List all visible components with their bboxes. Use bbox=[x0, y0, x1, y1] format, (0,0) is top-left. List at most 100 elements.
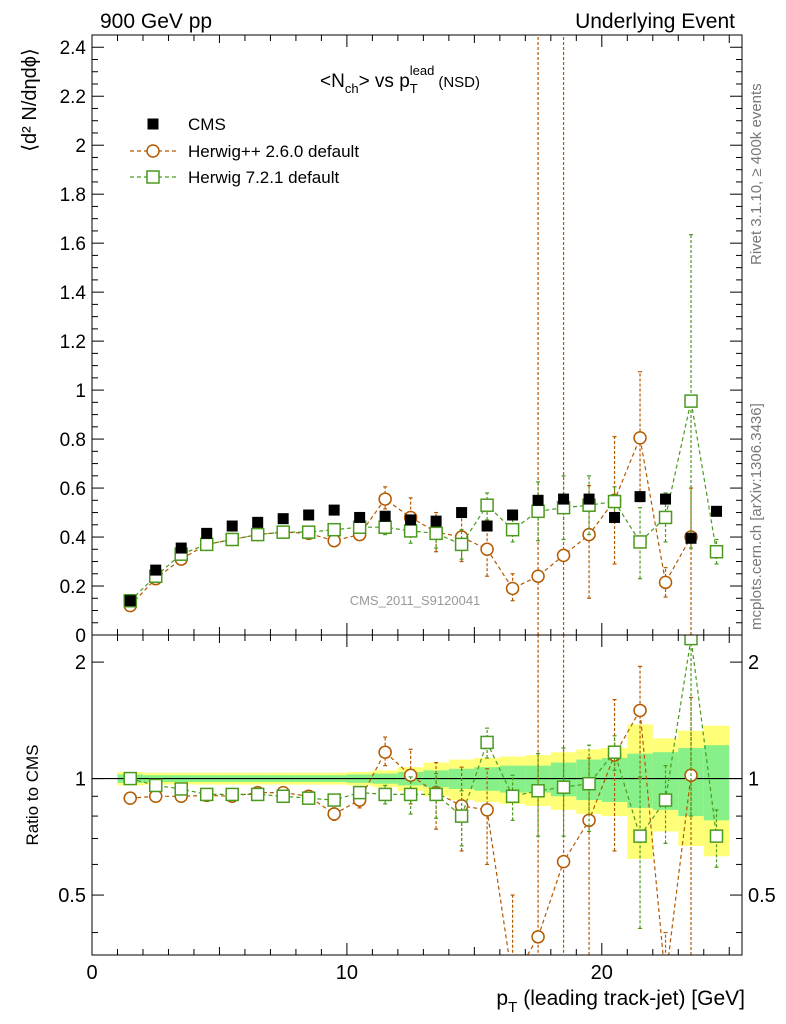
herwig7-point bbox=[429, 526, 443, 541]
ratio-herwig7-point bbox=[531, 784, 545, 798]
rivet-side-label: Rivet 3.1.10, ≥ 400k events bbox=[748, 83, 765, 265]
legend-marker-herwig7 bbox=[146, 170, 160, 184]
herwig7-point bbox=[378, 520, 392, 534]
analysis-watermark: CMS_2011_S9120041 bbox=[350, 593, 481, 608]
main-y-tick-label: 0.6 bbox=[60, 479, 86, 500]
cms-point bbox=[558, 493, 570, 505]
ratio-herwig7-point bbox=[327, 793, 341, 807]
legend-marker-cms bbox=[147, 118, 159, 130]
legend-label-herwig7: Herwig 7.2.1 default bbox=[188, 168, 339, 187]
herwigpp-point bbox=[658, 575, 673, 590]
herwig7-point bbox=[454, 537, 469, 552]
herwig7-point bbox=[276, 525, 290, 539]
legend: CMS Herwig++ 2.6.0 default Herwig 7.2.1 de… bbox=[130, 115, 359, 187]
ratio-herwig7-point bbox=[607, 745, 622, 759]
ratio-herwig7-point bbox=[250, 787, 265, 802]
ratio-herwigpp-point bbox=[660, 975, 672, 987]
title-sub-t: T bbox=[410, 81, 418, 96]
cms-point bbox=[277, 513, 289, 525]
legend-marker-herwigpp bbox=[146, 144, 160, 158]
cms-point bbox=[685, 532, 697, 544]
ratio-frame bbox=[91, 634, 743, 956]
cms-point bbox=[456, 507, 468, 519]
cms-point bbox=[201, 527, 213, 539]
chart-title: <Nch> vs pTlead(NSD) bbox=[320, 63, 480, 96]
cms-point bbox=[583, 493, 595, 505]
ratio-herwigpp-point bbox=[633, 703, 647, 718]
ratio-herwig7-point bbox=[352, 785, 367, 800]
ratio-herwig7-point bbox=[480, 735, 494, 750]
ratio-herwig7-point bbox=[174, 782, 188, 796]
x-axis-label: pT (leading track-jet) [GeV] bbox=[496, 987, 745, 1016]
cms-point bbox=[252, 516, 264, 528]
ratio-y-tick-label: 2 bbox=[75, 652, 86, 674]
main-y-tick-label: 2 bbox=[75, 136, 86, 157]
mcplots-side-label: mcplots.cern.ch [arXiv:1306.3436] bbox=[748, 403, 765, 630]
cms-point bbox=[634, 491, 646, 503]
cms-point bbox=[481, 520, 493, 532]
main-y-tick-label: 0.2 bbox=[60, 577, 86, 598]
ratio-herwigpp-point bbox=[507, 975, 519, 987]
cms-point bbox=[660, 493, 672, 505]
ratio-herwigpp-point bbox=[556, 854, 571, 869]
ratio-herwig7-point bbox=[505, 789, 520, 804]
ratio-herwigpp-point bbox=[480, 803, 494, 817]
ratio-herwig7-point bbox=[301, 791, 316, 805]
cms-point bbox=[532, 494, 544, 506]
herwig7-point bbox=[301, 525, 316, 539]
ratio-herwig7-point bbox=[276, 789, 290, 804]
cms-point bbox=[430, 515, 442, 527]
ratio-y-axis-label: Ratio to CMS bbox=[23, 744, 42, 845]
header-right-label: Underlying Event bbox=[575, 10, 735, 33]
herwigpp-point bbox=[531, 569, 545, 583]
ratio-herwig7-point bbox=[684, 635, 698, 646]
main-y-tick-label: 0.4 bbox=[60, 528, 87, 549]
cms-point bbox=[124, 595, 136, 607]
herwig7-point bbox=[480, 498, 494, 512]
herwig7-point bbox=[658, 510, 673, 525]
cms-point bbox=[405, 514, 417, 526]
cms-point bbox=[328, 504, 340, 516]
main-y-tick-label: 0 bbox=[75, 626, 86, 647]
ratio-y-tick-label: 1 bbox=[75, 769, 86, 791]
main-y-tick-label: 1.4 bbox=[60, 283, 87, 304]
herwig7-point bbox=[607, 494, 622, 509]
ratio-herwigpp-point bbox=[403, 768, 418, 783]
ratio-herwig7-point bbox=[378, 787, 392, 802]
herwigpp-point bbox=[505, 581, 520, 596]
cms-point bbox=[609, 511, 621, 523]
ratio-herwigpp-point bbox=[531, 930, 545, 944]
title-sup-lead: lead bbox=[410, 63, 435, 78]
x-label-sub-t: T bbox=[508, 999, 517, 1016]
ratio-herwig7-point bbox=[633, 829, 647, 843]
cms-point bbox=[507, 509, 519, 521]
ratio-herwigpp-point bbox=[123, 791, 137, 805]
main-y-tick-label: 2.4 bbox=[60, 38, 87, 59]
ratio-y-tick-label-right: 2 bbox=[748, 652, 759, 674]
herwig7-point bbox=[684, 394, 698, 408]
main-y-tick-label: 1 bbox=[75, 381, 86, 402]
ratio-herwig7-point bbox=[454, 809, 469, 823]
x-label-rest: (leading track-jet) [GeV] bbox=[523, 987, 745, 1010]
main-y-tick-label: 1.8 bbox=[60, 185, 86, 206]
cms-point bbox=[175, 542, 187, 554]
x-tick-label: 20 bbox=[591, 962, 613, 984]
herwig7-point bbox=[531, 504, 545, 519]
cms-point bbox=[711, 505, 723, 517]
ratio-herwigpp-point bbox=[327, 807, 341, 821]
main-y-tick-label: 1.2 bbox=[60, 332, 86, 353]
ratio-herwig7-point bbox=[123, 771, 137, 786]
herwigpp-point bbox=[378, 492, 392, 506]
ratio-herwig7-point bbox=[582, 776, 596, 791]
x-tick-label: 0 bbox=[86, 962, 97, 984]
ratio-herwig7-point bbox=[556, 780, 571, 794]
cms-point bbox=[379, 510, 391, 522]
x-tick-label: 10 bbox=[336, 962, 358, 984]
ratio-herwig7-point bbox=[709, 829, 724, 843]
herwigpp-point bbox=[327, 533, 341, 548]
herwig7-point bbox=[225, 532, 239, 547]
ratio-herwig7-point bbox=[199, 787, 214, 802]
title-part-mid: > vs p bbox=[359, 71, 410, 92]
legend-label-herwigpp: Herwig++ 2.6.0 default bbox=[188, 142, 359, 161]
